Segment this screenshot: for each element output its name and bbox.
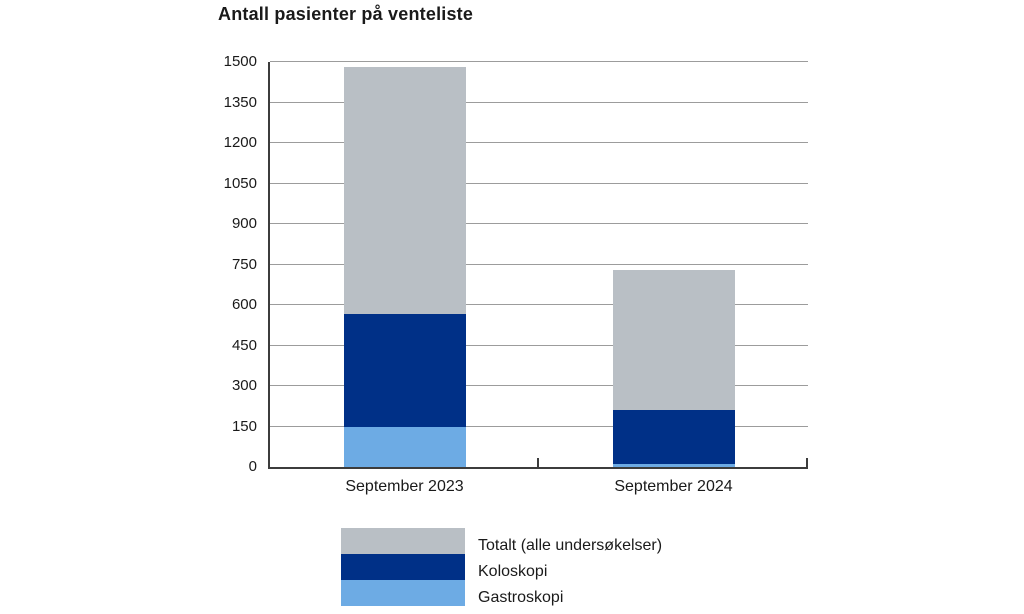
legend-swatch-gastroskopi — [341, 580, 465, 606]
gridline-1050 — [270, 182, 808, 184]
legend-labels: Totalt (alle undersøkelser) Koloskopi Ga… — [478, 528, 662, 611]
legend-label-gastroskopi: Gastroskopi — [478, 589, 564, 606]
legend-label-koloskopi: Koloskopi — [478, 563, 548, 580]
gridline-300 — [270, 385, 808, 386]
y-tick-label-1350: 1350 — [223, 93, 257, 111]
legend: Totalt (alle undersøkelser) Koloskopi Ga… — [341, 528, 662, 611]
gridline-1350 — [270, 101, 808, 103]
gridline-1200 — [270, 142, 808, 143]
y-tick-label-1500: 1500 — [223, 53, 257, 70]
y-tick-label-450: 450 — [231, 336, 257, 354]
x-axis-tick — [537, 458, 539, 467]
bar-segment-september-2023-koloskopi — [343, 314, 466, 427]
legend-swatch-totalt — [341, 528, 465, 554]
gridline-450 — [270, 344, 808, 346]
y-tick-label-1200: 1200 — [223, 134, 257, 151]
gridline-600 — [270, 304, 808, 305]
y-tick-label-150: 150 — [231, 417, 257, 435]
chart-title: Antall pasienter på venteliste — [218, 4, 474, 24]
gridline-750 — [270, 263, 808, 265]
y-tick-label-900: 900 — [231, 215, 257, 232]
y-tick-label-0: 0 — [248, 458, 257, 475]
gridline-150 — [270, 425, 808, 427]
bar-segment-september-2024-gastroskopi — [612, 464, 735, 467]
bar-segment-september-2024-totalt-alle-unders-kelser — [612, 269, 735, 411]
gridline-1500 — [270, 61, 808, 62]
x-axis-label-september-2024: September 2024 — [614, 478, 733, 495]
plot-area: 0 150 300 450 600 750 900 1050 1200 1350 1500 Septe… — [224, 53, 808, 495]
y-tick-label-300: 300 — [231, 377, 257, 394]
legend-swatch-column — [341, 528, 465, 611]
y-tick-label-750: 750 — [231, 255, 257, 273]
legend-label-totalt: Totalt (alle undersøkelser) — [478, 537, 663, 554]
bar-segment-september-2023-totalt-alle-unders-kelser — [343, 67, 466, 315]
legend-swatch-koloskopi — [341, 554, 465, 580]
x-axis-label-september-2023: September 2023 — [345, 478, 464, 495]
x-axis-tick — [806, 458, 808, 467]
gridline-900 — [270, 223, 808, 224]
y-tick-label-1050: 1050 — [223, 174, 257, 192]
bar-segment-september-2023-gastroskopi — [343, 426, 466, 467]
y-tick-label-600: 600 — [231, 296, 257, 313]
bar-segment-september-2024-koloskopi — [612, 410, 735, 465]
